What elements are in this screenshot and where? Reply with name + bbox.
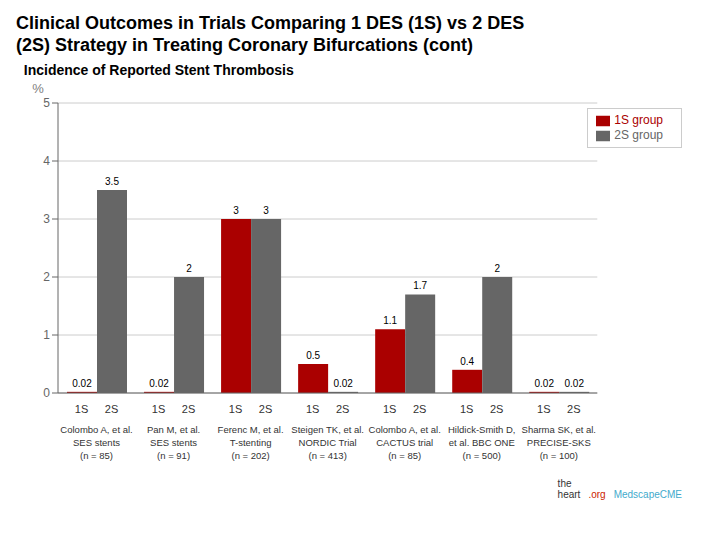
svg-text:2S: 2S	[105, 403, 118, 415]
svg-text:(n = 85): (n = 85)	[388, 450, 421, 461]
svg-text:3: 3	[263, 205, 269, 216]
svg-text:NORDIC Trial: NORDIC Trial	[299, 437, 357, 448]
svg-text:2S: 2S	[567, 403, 580, 415]
svg-text:3: 3	[233, 205, 239, 216]
svg-text:2: 2	[494, 263, 500, 274]
svg-text:3: 3	[43, 212, 50, 226]
svg-text:2S: 2S	[490, 403, 503, 415]
svg-text:Colombo A, et al.: Colombo A, et al.	[369, 424, 441, 435]
svg-text:1S: 1S	[537, 403, 550, 415]
svg-text:0.02: 0.02	[535, 378, 555, 389]
svg-text:3.5: 3.5	[105, 176, 119, 187]
svg-text:1S: 1S	[306, 403, 319, 415]
html-text:MedscapeCME: MedscapeCME	[613, 489, 682, 500]
svg-text:(n = 500): (n = 500)	[463, 450, 501, 461]
svg-text:(n = 100): (n = 100)	[540, 450, 578, 461]
svg-text:et al. BBC ONE: et al. BBC ONE	[449, 437, 515, 448]
html-text:2S group: 2S group	[614, 127, 663, 142]
html-text:Incidence of Reported Stent Th: Incidence of Reported Stent Thrombosis	[16, 62, 294, 78]
svg-text:Ferenc M, et al.: Ferenc M, et al.	[218, 424, 284, 435]
svg-text:4: 4	[43, 154, 50, 168]
svg-text:Sharma SK, et al.: Sharma SK, et al.	[522, 424, 596, 435]
svg-text:PRECISE-SKS: PRECISE-SKS	[527, 437, 591, 448]
svg-text:Hildick-Smith D,: Hildick-Smith D,	[448, 424, 516, 435]
svg-text:SES stents: SES stents	[73, 437, 120, 448]
svg-text:%: %	[32, 81, 44, 96]
svg-text:5: 5	[43, 96, 50, 110]
svg-text:(n = 91): (n = 91)	[157, 450, 190, 461]
svg-text:Pan M, et al.: Pan M, et al.	[147, 424, 200, 435]
svg-text:(n = 202): (n = 202)	[231, 450, 269, 461]
svg-text:Colombo A, et al.: Colombo A, et al.	[60, 424, 132, 435]
svg-text:2S: 2S	[259, 403, 272, 415]
svg-text:1S: 1S	[152, 403, 165, 415]
svg-text:0.02: 0.02	[72, 378, 92, 389]
svg-text:2S: 2S	[182, 403, 195, 415]
svg-text:Steigen TK, et al.: Steigen TK, et al.	[291, 424, 364, 435]
html-text:the heart: the heart	[557, 478, 581, 500]
svg-text:0: 0	[43, 386, 50, 400]
svg-text:0.4: 0.4	[460, 356, 474, 367]
svg-text:1.1: 1.1	[383, 315, 397, 326]
html-text:Clinical Outcomes in Trials Co: Clinical Outcomes in Trials Comparing 1 …	[16, 13, 525, 33]
svg-text:1: 1	[43, 328, 50, 342]
html-text:(2S) Strategy in Treating Coro: (2S) Strategy in Treating Coronary Bifur…	[16, 35, 474, 55]
svg-text:(n = 413): (n = 413)	[309, 450, 347, 461]
svg-text:0.02: 0.02	[149, 378, 169, 389]
svg-text:1.7: 1.7	[413, 280, 427, 291]
svg-text:1S: 1S	[460, 403, 473, 415]
svg-text:1S: 1S	[229, 403, 242, 415]
svg-text:T-stenting: T-stenting	[230, 437, 272, 448]
svg-text:2: 2	[186, 263, 192, 274]
svg-text:1S: 1S	[75, 403, 88, 415]
svg-text:0.02: 0.02	[565, 378, 585, 389]
svg-text:0.02: 0.02	[333, 378, 353, 389]
svg-text:SES stents: SES stents	[150, 437, 197, 448]
html-text:1S group: 1S group	[614, 113, 663, 127]
svg-text:2: 2	[43, 270, 50, 284]
svg-text:0.5: 0.5	[306, 350, 320, 361]
svg-text:2S: 2S	[336, 403, 349, 415]
svg-text:CACTUS trial: CACTUS trial	[376, 437, 433, 448]
svg-text:2S: 2S	[413, 403, 426, 415]
svg-text:1S: 1S	[383, 403, 396, 415]
svg-text:(n = 85): (n = 85)	[80, 450, 113, 461]
html-text:.org: .org	[588, 489, 606, 500]
